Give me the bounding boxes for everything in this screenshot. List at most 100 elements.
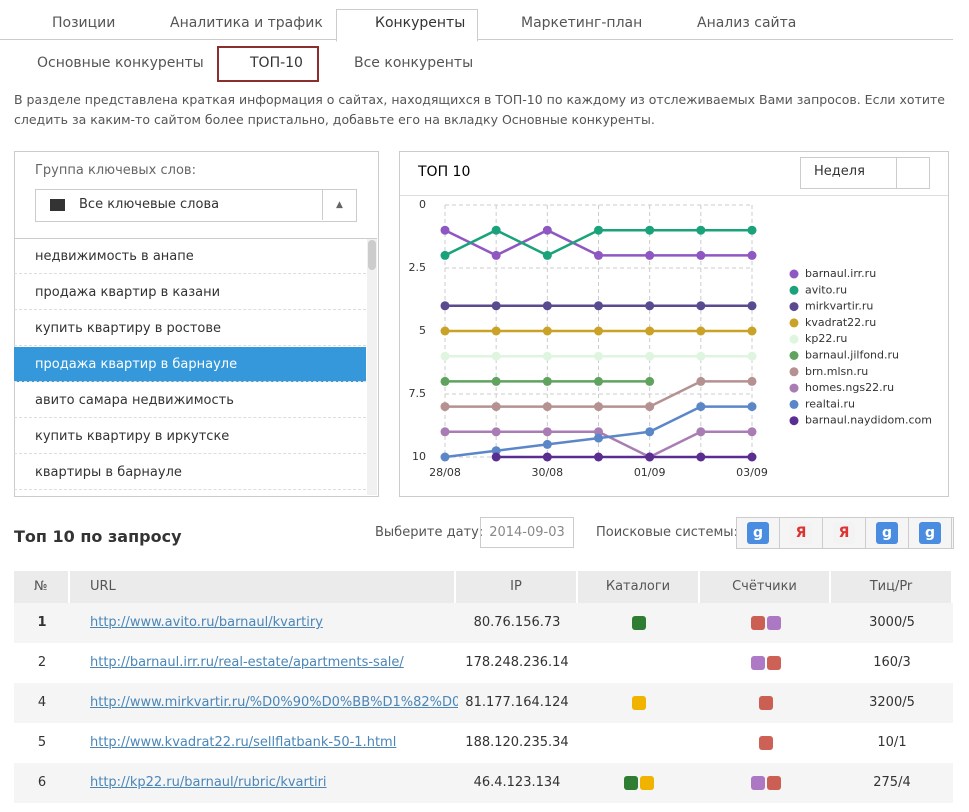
point [594, 251, 603, 260]
point [645, 453, 654, 462]
counter-icon [759, 696, 773, 710]
point [748, 301, 757, 310]
cell-counters [700, 723, 831, 763]
point [492, 352, 501, 361]
legend-label: mirkvartir.ru [805, 300, 873, 313]
cell-ip: 46.4.123.134 [456, 763, 578, 803]
y-tick-label: 7.5 [409, 387, 427, 400]
cell-num: 2 [14, 643, 70, 683]
point [543, 402, 552, 411]
legend-label: kvadrat22.ru [805, 316, 876, 329]
legend-label: brn.mlsn.ru [805, 365, 868, 378]
header-cell: Каталоги [578, 571, 700, 603]
cell-url[interactable]: http://www.kvadrat22.ru/sellflatbank-50-… [90, 723, 458, 763]
point [696, 226, 705, 235]
engine-button[interactable]: g [737, 518, 780, 548]
cell-url[interactable]: http://www.mirkvartir.ru/%D0%90%D0%BB%D1… [90, 683, 458, 723]
point [594, 301, 603, 310]
engines-label: Поисковые системы: [596, 525, 738, 540]
legend-marker [790, 270, 799, 279]
legend-marker [790, 416, 799, 425]
cell-num: 5 [14, 723, 70, 763]
engine-button[interactable]: Я [823, 518, 866, 548]
legend-label: homes.ngs22.ru [805, 381, 894, 394]
cell-catalogs [578, 643, 700, 683]
legend-marker [790, 351, 799, 360]
counter-icon [751, 656, 765, 670]
cell-tic: 10/1 [831, 723, 953, 763]
point [645, 402, 654, 411]
engine-logo: Я [833, 522, 855, 544]
counter-icon [759, 736, 773, 750]
cell-counters [700, 763, 831, 803]
header-cell: № [14, 571, 70, 603]
cell-tic: 3200/5 [831, 683, 953, 723]
point [594, 327, 603, 336]
cell-url[interactable]: http://barnaul.irr.ru/real-estate/apartm… [90, 643, 458, 683]
y-tick-label: 2.5 [409, 261, 427, 274]
engine-button[interactable]: g [866, 518, 909, 548]
cell-counters [700, 603, 831, 643]
date-input[interactable]: 2014-09-03 [480, 517, 574, 548]
point [645, 377, 654, 386]
cell-url[interactable]: http://kp22.ru/barnaul/rubric/kvartiri [90, 763, 458, 803]
engine-logo: g [876, 522, 898, 544]
catalog-icon [624, 776, 638, 790]
point [441, 427, 450, 436]
y-tick-label: 0 [419, 198, 426, 211]
point [441, 453, 450, 462]
point [492, 402, 501, 411]
point [492, 327, 501, 336]
point [696, 327, 705, 336]
point [441, 301, 450, 310]
cell-catalogs [578, 763, 700, 803]
point [594, 226, 603, 235]
engine-button[interactable]: Я [780, 518, 823, 548]
x-tick-label: 28/08 [429, 466, 461, 479]
x-tick-label: 30/08 [531, 466, 563, 479]
legend-marker [790, 335, 799, 344]
point [441, 352, 450, 361]
cell-tic: 160/3 [831, 643, 953, 683]
point [543, 377, 552, 386]
header-cell: Тиц/Pr [831, 571, 953, 603]
point [492, 251, 501, 260]
cell-num: 4 [14, 683, 70, 723]
legend-marker [790, 384, 799, 393]
point [543, 226, 552, 235]
cell-num: 6 [14, 763, 70, 803]
engine-button[interactable]: g [909, 518, 952, 548]
point [748, 402, 757, 411]
counter-icon [751, 776, 765, 790]
point [441, 226, 450, 235]
section-title: Топ 10 по запросу [14, 527, 182, 546]
catalog-icon [632, 616, 646, 630]
engine-logo: g [919, 522, 941, 544]
point [492, 301, 501, 310]
point [441, 377, 450, 386]
point [748, 327, 757, 336]
point [696, 402, 705, 411]
legend-marker [790, 400, 799, 409]
legend-label: avito.ru [805, 283, 847, 296]
cell-url[interactable]: http://www.avito.ru/barnaul/kvartiry [90, 603, 458, 643]
point [543, 440, 552, 449]
cell-tic: 275/4 [831, 763, 953, 803]
cell-counters [700, 683, 831, 723]
cell-ip: 188.120.235.34 [456, 723, 578, 763]
point [543, 352, 552, 361]
point [748, 427, 757, 436]
catalog-icon [632, 696, 646, 710]
point [492, 427, 501, 436]
point [748, 377, 757, 386]
point [492, 377, 501, 386]
cell-catalogs [578, 683, 700, 723]
point [696, 251, 705, 260]
point [748, 352, 757, 361]
point [441, 251, 450, 260]
point [645, 226, 654, 235]
legend-label: realtai.ru [805, 397, 855, 410]
point [748, 453, 757, 462]
cell-ip: 80.76.156.73 [456, 603, 578, 643]
